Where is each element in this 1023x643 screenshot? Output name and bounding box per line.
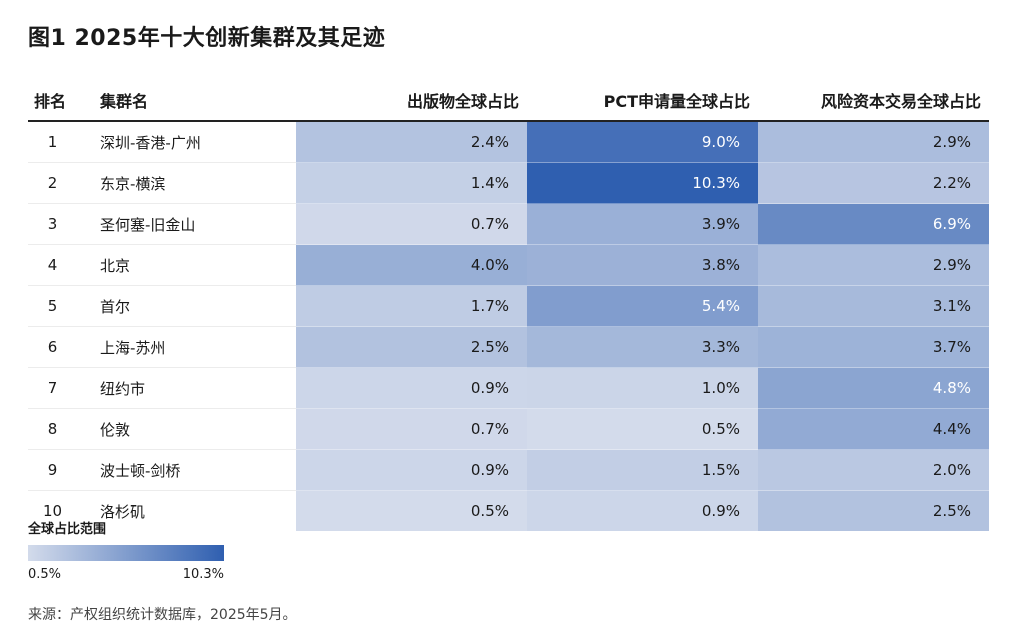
- table-row: 7 纽约市 0.9% 1.0% 4.8%: [28, 367, 989, 409]
- cluster-name-cell: 上海-苏州: [96, 326, 296, 368]
- cluster-name-cell: 首尔: [96, 285, 296, 327]
- cluster-name-cell: 东京-横滨: [96, 162, 296, 204]
- pct-share-cell: 1.0%: [527, 367, 758, 409]
- vc-share-cell: 4.8%: [758, 367, 989, 409]
- legend-title: 全球占比范围: [28, 522, 107, 537]
- rank-cell: 10: [42, 502, 63, 520]
- vc-share-cell: 3.7%: [758, 326, 989, 368]
- rank-cell: 9: [28, 449, 96, 491]
- rank-cell: 8: [28, 408, 96, 450]
- page-title: 图1 2025年十大创新集群及其足迹: [28, 26, 386, 51]
- vc-share-cell: 2.0%: [758, 449, 989, 491]
- cluster-name-cell: 伦敦: [96, 408, 296, 450]
- publications-share-cell: 0.9%: [296, 367, 527, 409]
- pct-share-cell: 3.8%: [527, 244, 758, 286]
- pct-share-cell: 0.9%: [527, 490, 758, 531]
- publications-share-cell: 2.4%: [296, 121, 527, 163]
- vc-share-cell: 6.9%: [758, 203, 989, 245]
- vc-share-cell: 3.1%: [758, 285, 989, 327]
- table-row: 1 深圳-香港-广州 2.4% 9.0% 2.9%: [28, 121, 989, 163]
- cluster-name-cell: 深圳-香港-广州: [96, 121, 296, 163]
- table-row: 8 伦敦 0.7% 0.5% 4.4%: [28, 408, 989, 450]
- table-row: 5 首尔 1.7% 5.4% 3.1%: [28, 285, 989, 327]
- pct-share-cell: 10.3%: [527, 162, 758, 204]
- pct-share-cell: 1.5%: [527, 449, 758, 491]
- color-legend: 全球占比范围 0.5% 10.3%: [28, 518, 224, 582]
- header-publications-share: 出版物全球占比: [296, 80, 527, 122]
- table-row: 6 上海-苏州 2.5% 3.3% 3.7%: [28, 326, 989, 368]
- publications-share-cell: 0.7%: [296, 408, 527, 450]
- pct-share-cell: 0.5%: [527, 408, 758, 450]
- rank-cell: 2: [28, 162, 96, 204]
- publications-share-cell: 1.4%: [296, 162, 527, 204]
- cluster-name-cell: 纽约市: [96, 367, 296, 409]
- rank-cell: 1: [28, 121, 96, 163]
- pct-share-cell: 3.9%: [527, 203, 758, 245]
- vc-share-cell: 2.2%: [758, 162, 989, 204]
- legend-min-label: 0.5%: [28, 567, 62, 582]
- publications-share-cell: 0.9%: [296, 449, 527, 491]
- legend-gradient-bar: [28, 545, 224, 561]
- pct-share-cell: 3.3%: [527, 326, 758, 368]
- legend-max-label: 10.3%: [182, 567, 224, 582]
- publications-share-cell: 4.0%: [296, 244, 527, 286]
- publications-share-cell: 0.7%: [296, 203, 527, 245]
- vc-share-cell: 2.9%: [758, 121, 989, 163]
- publications-share-cell: 0.5%: [296, 490, 527, 531]
- pct-share-cell: 5.4%: [527, 285, 758, 327]
- cluster-name-cell: 北京: [96, 244, 296, 286]
- cluster-name-cell: 圣何塞-旧金山: [96, 203, 296, 245]
- table-row: 9 波士顿-剑桥 0.9% 1.5% 2.0%: [28, 449, 989, 491]
- header-vc-share: 风险资本交易全球占比: [758, 80, 989, 122]
- header-cluster-name: 集群名: [96, 80, 296, 122]
- header-pct-share: PCT申请量全球占比: [527, 80, 758, 122]
- table-row: 2 东京-横滨 1.4% 10.3% 2.2%: [28, 162, 989, 204]
- table-row: 3 圣何塞-旧金山 0.7% 3.9% 6.9%: [28, 203, 989, 245]
- cluster-name-cell: 洛杉矶: [100, 502, 146, 521]
- source-note: 来源：产权组织统计数据库，2025年5月。: [28, 607, 297, 623]
- rank-cell: 5: [28, 285, 96, 327]
- rank-cell: 7: [28, 367, 96, 409]
- rank-cell: 4: [28, 244, 96, 286]
- heatmap-table: 排名 集群名 出版物全球占比 PCT申请量全球占比 风险资本交易全球占比 1 深圳…: [28, 80, 989, 531]
- table-header-row: 排名 集群名 出版物全球占比 PCT申请量全球占比 风险资本交易全球占比: [28, 80, 989, 122]
- cluster-name-cell: 波士顿-剑桥: [96, 449, 296, 491]
- pct-share-cell: 9.0%: [527, 121, 758, 163]
- publications-share-cell: 1.7%: [296, 285, 527, 327]
- publications-share-cell: 2.5%: [296, 326, 527, 368]
- vc-share-cell: 2.9%: [758, 244, 989, 286]
- rank-cell: 3: [28, 203, 96, 245]
- vc-share-cell: 4.4%: [758, 408, 989, 450]
- table-body: 1 深圳-香港-广州 2.4% 9.0% 2.9% 2 东京-横滨 1.4% 10.3% 2.2%…: [28, 121, 989, 531]
- table-row: 4 北京 4.0% 3.8% 2.9%: [28, 244, 989, 286]
- rank-cell: 6: [28, 326, 96, 368]
- vc-share-cell: 2.5%: [758, 490, 989, 531]
- header-rank: 排名: [28, 80, 96, 122]
- table-row: 10 洛杉矶 0.5% 0.9% 2.5%: [28, 490, 989, 531]
